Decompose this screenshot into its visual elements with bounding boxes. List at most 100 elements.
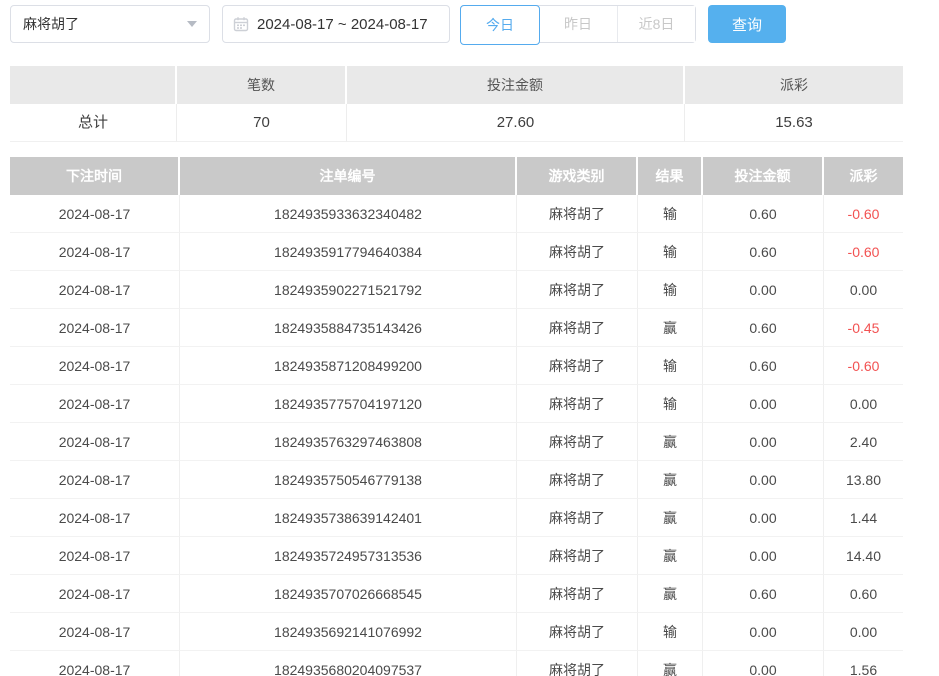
cell-result: 输 [638,271,703,309]
cell-payout: -0.60 [824,233,903,271]
cell-result: 赢 [638,309,703,347]
table-row: 2024-08-17 1824935680204097537 麻将胡了赢 0.00 1.… [10,651,903,676]
cell-bet-amount: 0.00 [703,385,824,423]
cell-result: 赢 [638,461,703,499]
cell-bet-amount: 0.00 [703,613,824,651]
total-count: 70 [177,104,347,142]
date-range-picker[interactable]: 2024-08-17 ~ 2024-08-17 [222,5,450,43]
table-row: 2024-08-17 1824935707026668545 麻将胡了赢 0.60 0.… [10,575,903,613]
game-type-select-value: 麻将胡了 [23,16,79,32]
cell-bet-amount: 0.00 [703,499,824,537]
cell-game-type: 麻将胡了 [517,651,638,676]
header-bet-id: 注单编号 [180,157,517,195]
cell-bet-id: 1824935738639142401 [180,499,517,537]
cell-game-type: 麻将胡了 [517,499,638,537]
cell-game-type: 麻将胡了 [517,461,638,499]
toolbar: 麻将胡了 2024-08-17 ~ 2024-08-17 今日 昨日 近8日 查… [0,0,939,48]
cell-game-type: 麻将胡了 [517,613,638,651]
total-bet-amount: 27.60 [347,104,685,142]
table-row: 2024-08-17 1824935933632340482 麻将胡了输 0.60 -0… [10,195,903,233]
quick-filter-group: 今日 昨日 近8日 [460,5,696,45]
cell-result: 赢 [638,499,703,537]
table-row: 2024-08-17 1824935871208499200 麻将胡了输 0.60 -0… [10,347,903,385]
cell-bet-id: 1824935884735143426 [180,309,517,347]
cell-result: 输 [638,347,703,385]
cell-bet-amount: 0.60 [703,309,824,347]
header-bet-time: 下注时间 [10,157,180,195]
table-row: 2024-08-17 1824935724957313536 麻将胡了赢 0.00 14… [10,537,903,575]
total-label: 总计 [10,104,177,142]
cell-bet-amount: 0.60 [703,347,824,385]
header-game-type: 游戏类别 [517,157,638,195]
cell-result: 输 [638,385,703,423]
cell-bet-id: 1824935724957313536 [180,537,517,575]
cell-payout: 0.60 [824,575,903,613]
calendar-icon [233,17,249,32]
cell-payout: 13.80 [824,461,903,499]
cell-bet-amount: 0.00 [703,651,824,676]
cell-game-type: 麻将胡了 [517,347,638,385]
cell-game-type: 麻将胡了 [517,195,638,233]
cell-bet-time: 2024-08-17 [10,651,180,676]
summary-header-payout: 派彩 [685,66,903,104]
today-button[interactable]: 今日 [460,5,540,45]
yesterday-button[interactable]: 昨日 [539,6,617,42]
caret-down-icon [187,21,197,27]
cell-bet-time: 2024-08-17 [10,195,180,233]
cell-bet-time: 2024-08-17 [10,613,180,651]
cell-game-type: 麻将胡了 [517,385,638,423]
summary-header-empty [10,66,177,104]
cell-bet-amount: 0.00 [703,461,824,499]
cell-bet-id: 1824935707026668545 [180,575,517,613]
cell-game-type: 麻将胡了 [517,575,638,613]
bets-table-header: 下注时间 注单编号 游戏类别 结果 投注金额 派彩 [10,157,903,195]
cell-bet-time: 2024-08-17 [10,461,180,499]
cell-bet-id: 1824935775704197120 [180,385,517,423]
table-row: 2024-08-17 1824935884735143426 麻将胡了赢 0.60 -0… [10,309,903,347]
cell-bet-id: 1824935750546779138 [180,461,517,499]
cell-game-type: 麻将胡了 [517,233,638,271]
cell-game-type: 麻将胡了 [517,309,638,347]
cell-bet-id: 1824935917794640384 [180,233,517,271]
table-row: 2024-08-17 1824935775704197120 麻将胡了输 0.00 0.… [10,385,903,423]
table-row: 2024-08-17 1824935738639142401 麻将胡了赢 0.00 1.… [10,499,903,537]
header-result: 结果 [638,157,703,195]
bets-table-body: 2024-08-17 1824935933632340482 麻将胡了输 0.60 -0… [10,195,903,676]
cell-bet-time: 2024-08-17 [10,385,180,423]
cell-bet-time: 2024-08-17 [10,537,180,575]
cell-bet-time: 2024-08-17 [10,347,180,385]
cell-payout: 2.40 [824,423,903,461]
header-payout: 派彩 [824,157,903,195]
cell-payout: 0.00 [824,271,903,309]
cell-bet-amount: 0.00 [703,423,824,461]
cell-result: 输 [638,613,703,651]
cell-bet-time: 2024-08-17 [10,575,180,613]
cell-bet-time: 2024-08-17 [10,233,180,271]
cell-game-type: 麻将胡了 [517,271,638,309]
query-button[interactable]: 查询 [708,5,786,43]
cell-bet-time: 2024-08-17 [10,271,180,309]
table-row: 2024-08-17 1824935917794640384 麻将胡了输 0.60 -0… [10,233,903,271]
table-row: 2024-08-17 1824935692141076992 麻将胡了输 0.00 0.… [10,613,903,651]
table-row: 2024-08-17 1824935902271521792 麻将胡了输 0.00 0.… [10,271,903,309]
header-bet-amount: 投注金额 [703,157,824,195]
cell-result: 输 [638,195,703,233]
summary-table: 笔数 投注金额 派彩 总计 70 27.60 15.63 [10,66,903,142]
cell-bet-id: 1824935763297463808 [180,423,517,461]
cell-bet-amount: 0.00 [703,271,824,309]
cell-game-type: 麻将胡了 [517,423,638,461]
cell-payout: 1.44 [824,499,903,537]
game-type-select[interactable]: 麻将胡了 [10,5,210,43]
cell-payout: 0.00 [824,385,903,423]
cell-result: 赢 [638,537,703,575]
last-8-days-button[interactable]: 近8日 [617,6,695,42]
cell-payout: 0.00 [824,613,903,651]
cell-bet-id: 1824935680204097537 [180,651,517,676]
cell-payout: -0.60 [824,195,903,233]
cell-bet-id: 1824935933632340482 [180,195,517,233]
summary-header-bet-amount: 投注金额 [347,66,685,104]
summary-header: 笔数 投注金额 派彩 [10,66,903,104]
cell-bet-time: 2024-08-17 [10,309,180,347]
table-row: 2024-08-17 1824935750546779138 麻将胡了赢 0.00 13… [10,461,903,499]
date-range-value: 2024-08-17 ~ 2024-08-17 [257,15,428,33]
